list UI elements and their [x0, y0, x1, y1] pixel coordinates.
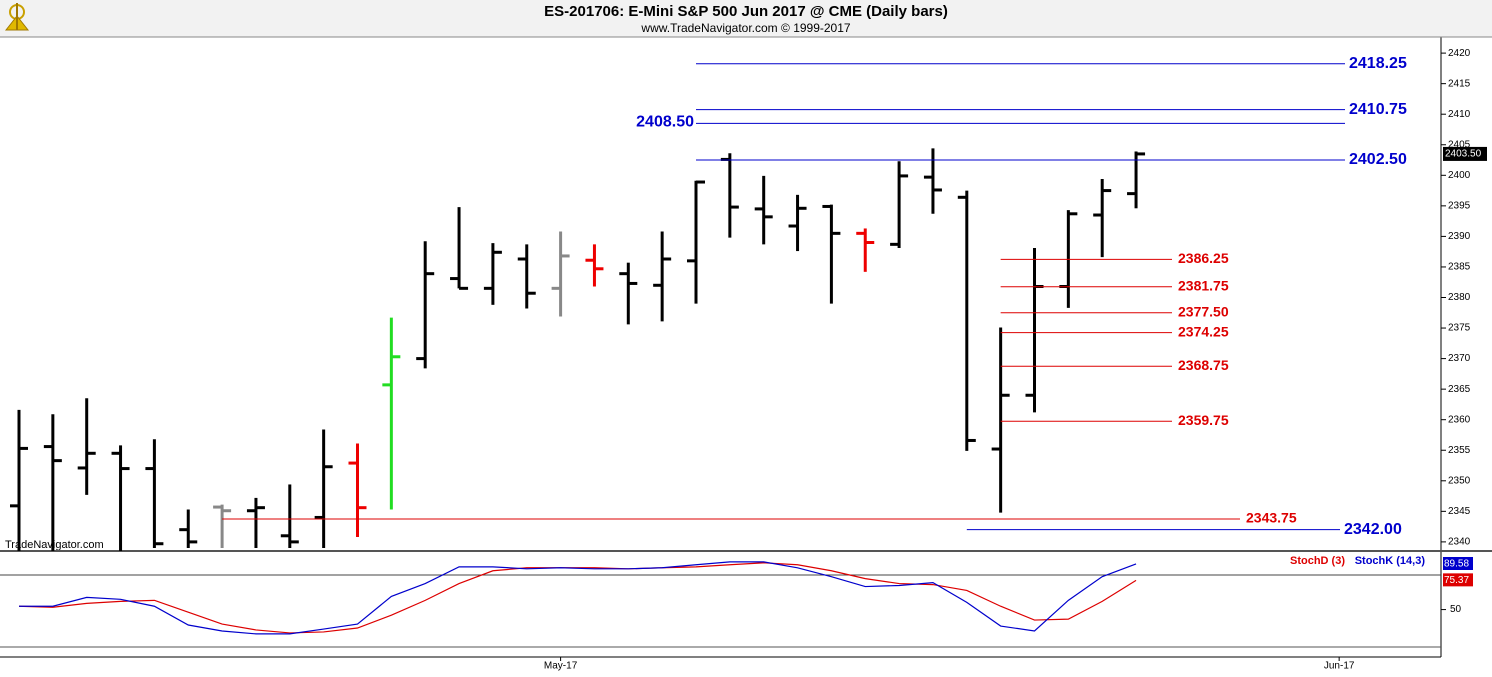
y-tick-label: 2385 — [1448, 262, 1471, 273]
x-tick-label: Jun-17 — [1324, 661, 1355, 672]
level-label: 2359.75 — [1178, 412, 1229, 428]
header-background — [0, 0, 1492, 37]
y-tick-label: 2380 — [1448, 292, 1471, 303]
y-tick-label: 2365 — [1448, 384, 1471, 395]
y-tick-label: 2405 — [1448, 139, 1471, 150]
level-label: 2408.50 — [636, 114, 694, 131]
y-tick-label: 2410 — [1448, 109, 1471, 120]
y-tick-label: 2375 — [1448, 323, 1471, 334]
y-tick-label: 2340 — [1448, 537, 1471, 548]
stoch-line — [18, 562, 1137, 634]
last-value-box — [1443, 556, 1473, 570]
level-label: 2377.50 — [1178, 303, 1229, 319]
level-label: 2410.75 — [1349, 101, 1407, 118]
y-tick-label: 2350 — [1448, 475, 1471, 486]
level-label: 2381.75 — [1178, 278, 1229, 294]
level-label: 2402.50 — [1349, 151, 1407, 168]
y-tick-label: 2370 — [1448, 353, 1471, 364]
level-label: 2418.25 — [1349, 55, 1407, 72]
y-tick-label: 2400 — [1448, 170, 1471, 181]
stoch-line — [19, 561, 1137, 635]
price-pane — [10, 148, 1146, 551]
y-tick-label: 2360 — [1448, 414, 1471, 425]
y-tick-label: 2395 — [1448, 200, 1471, 211]
x-tick-label: May-17 — [544, 661, 578, 672]
y-tick-label: 50 — [1450, 604, 1462, 615]
chart-subtitle: www.TradeNavigator.com © 1999-2017 — [640, 21, 850, 35]
level-label: 2342.00 — [1344, 521, 1402, 538]
y-tick-label: 2355 — [1448, 445, 1471, 456]
level-label: 2374.25 — [1178, 323, 1229, 339]
last-value-box — [1443, 573, 1473, 587]
level-label: 2368.75 — [1178, 357, 1229, 373]
last-price-box — [1443, 146, 1487, 161]
logo — [4, 3, 30, 31]
last-value-label: 89.58 — [1444, 559, 1469, 570]
level-label: 2343.75 — [1246, 510, 1297, 526]
last-price-label: 2403.50 — [1445, 149, 1482, 160]
y-tick-label: 2420 — [1448, 48, 1471, 59]
legend-entry: StochD (3) — [1290, 555, 1345, 567]
chart-title: ES-201706: E-Mini S&P 500 Jun 2017 @ CME… — [544, 3, 948, 20]
y-tick-label: 2345 — [1448, 506, 1471, 517]
legend-entry: StochK (14,3) — [1355, 555, 1426, 567]
last-value-label: 75.37 — [1444, 575, 1469, 586]
y-tick-label: 2415 — [1448, 78, 1471, 89]
y-tick-label: 2390 — [1448, 231, 1471, 242]
level-label: 2386.25 — [1178, 250, 1229, 266]
